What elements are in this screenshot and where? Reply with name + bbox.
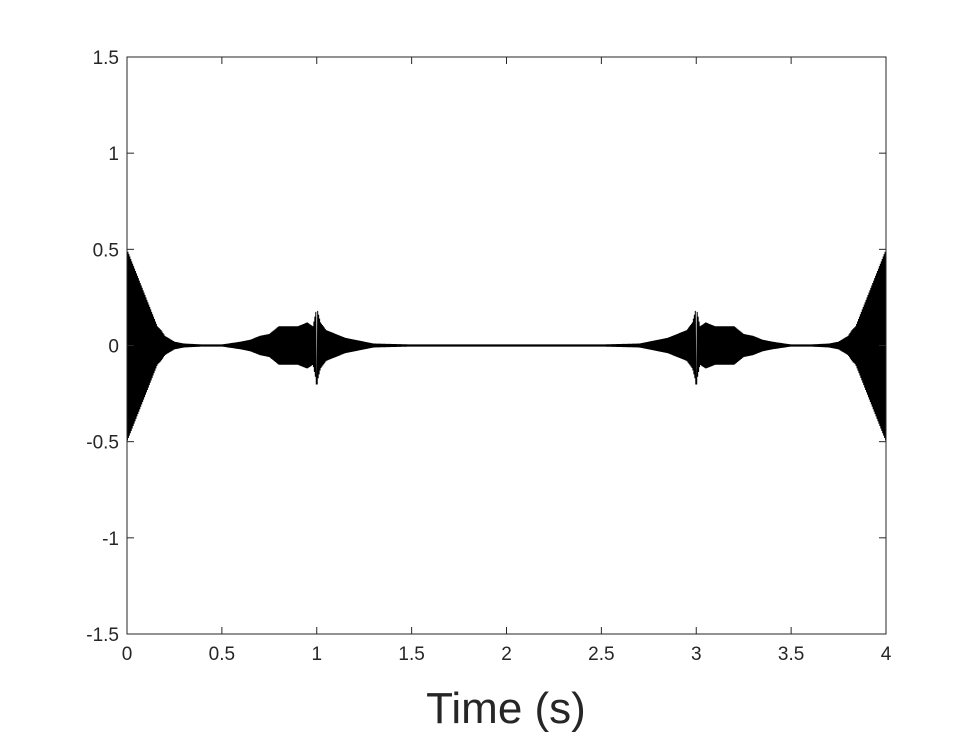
x-tick-label: 1.5 — [398, 644, 424, 665]
y-tick-label: 0 — [108, 337, 119, 358]
signal-line — [126, 249, 887, 441]
y-tick-label: 1.5 — [93, 48, 119, 69]
plot-frame — [126, 56, 887, 635]
x-tick-label: 1 — [311, 644, 322, 665]
y-tick-label: 0.5 — [93, 240, 119, 261]
y-tick-label: -0.5 — [86, 433, 119, 454]
x-tick-label: 2.5 — [588, 644, 614, 665]
x-axis-label: Time (s) — [426, 684, 586, 733]
x-tick-label: 3 — [691, 644, 702, 665]
x-tick-label: 0 — [122, 644, 133, 665]
y-tick-label: -1.5 — [86, 625, 119, 646]
x-tick-label: 0.5 — [209, 644, 235, 665]
y-tick-label: -1 — [102, 529, 119, 550]
x-tick-label: 2 — [501, 644, 512, 665]
x-tick-label: 3.5 — [778, 644, 804, 665]
ticks-layer: 0 0.5 1 1.5 2 2.5 3 3.5 4 -1.5 -1 -0.5 0 0.5 1 1.5 — [86, 48, 891, 665]
series-layer — [126, 249, 887, 441]
x-tick-label: 4 — [881, 644, 892, 665]
y-tick-label: 1 — [108, 144, 119, 165]
